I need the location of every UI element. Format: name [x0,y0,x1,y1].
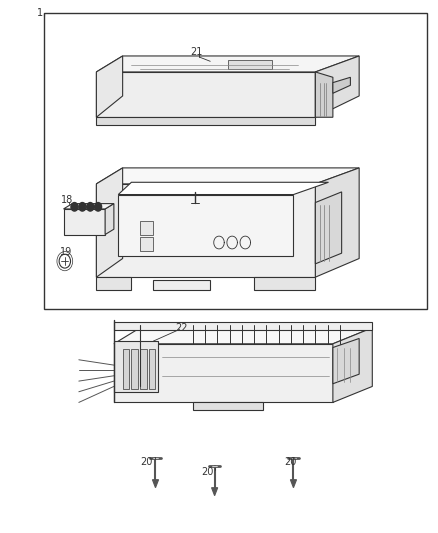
Polygon shape [333,338,359,384]
Text: 20: 20 [201,467,214,477]
Bar [131,349,138,389]
Text: 19: 19 [60,247,73,257]
Polygon shape [333,77,350,93]
Polygon shape [96,168,359,184]
Polygon shape [254,277,315,290]
Text: 20: 20 [284,457,296,467]
Polygon shape [118,182,328,195]
Polygon shape [315,192,342,264]
Bar [44,13,427,309]
Bar [140,221,153,235]
Polygon shape [96,168,123,277]
Polygon shape [315,72,333,117]
Polygon shape [315,56,359,117]
Polygon shape [193,402,263,410]
Polygon shape [152,480,159,488]
Polygon shape [96,184,315,277]
Bar [228,60,272,69]
Polygon shape [64,204,114,209]
Polygon shape [96,277,131,290]
Polygon shape [96,56,123,117]
Polygon shape [96,117,315,125]
Text: 21: 21 [191,47,203,56]
Circle shape [71,203,78,211]
Polygon shape [153,280,210,290]
Bar [140,237,153,251]
Polygon shape [114,341,158,392]
Circle shape [79,203,86,211]
Polygon shape [212,488,218,496]
Text: 1: 1 [37,9,43,18]
Bar [123,349,129,389]
Polygon shape [105,204,114,235]
Polygon shape [118,195,293,256]
Bar [64,209,105,235]
Polygon shape [114,322,372,330]
Polygon shape [333,328,372,402]
Circle shape [87,203,94,211]
Polygon shape [114,328,372,344]
Polygon shape [96,56,359,72]
Polygon shape [96,72,315,117]
Bar [140,349,147,389]
Text: 22: 22 [175,323,188,333]
Text: 18: 18 [61,196,74,205]
Polygon shape [114,344,333,402]
Polygon shape [315,168,359,277]
Text: 20: 20 [140,457,152,467]
Bar [149,349,155,389]
Polygon shape [290,480,297,488]
Circle shape [95,203,102,211]
